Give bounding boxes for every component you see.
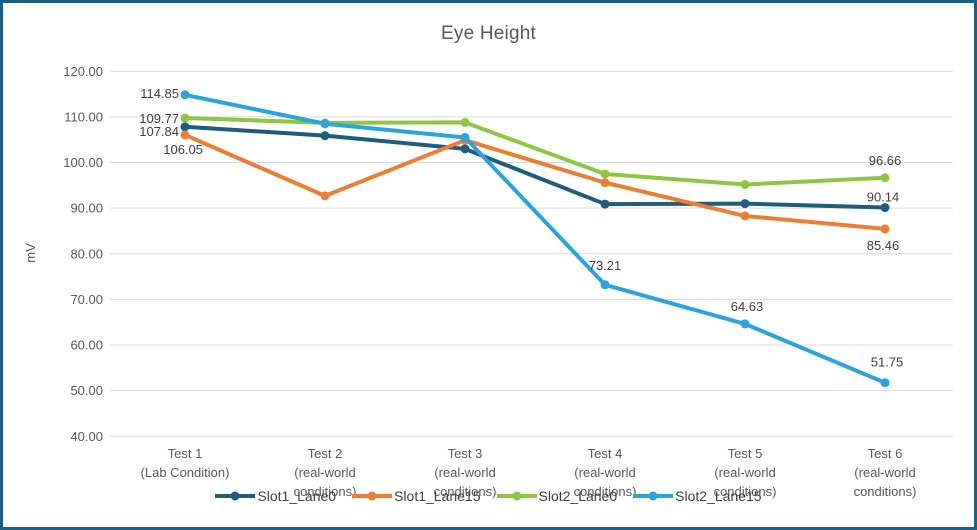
data-point-Slot1_Lane15	[880, 224, 890, 234]
data-label: 51.75	[871, 355, 904, 370]
data-point-Slot2_Lane15	[740, 319, 750, 329]
data-point-Slot2_Lane0	[460, 117, 470, 127]
data-label: 96.66	[869, 153, 902, 168]
line-chart-plot-area: 120.00 110.00 100.00 90.00 80.00 70.00 60.00 50…	[63, 64, 953, 444]
x-category-label: Test 6 (real-world conditions)	[853, 446, 917, 499]
data-point-Slot2_Lane0	[600, 169, 610, 179]
data-point-Slot1_Lane0	[460, 144, 470, 154]
data-label: 73.21	[589, 258, 622, 273]
data-point-Slot1_Lane15	[740, 211, 750, 221]
x-category-label: Test 2 (real-world conditions)	[293, 446, 357, 499]
data-point-Slot1_Lane0	[180, 122, 190, 132]
legend-item-Slot1_Lane0: Slot1_Lane0	[215, 488, 336, 504]
data-point-Slot2_Lane15	[880, 378, 890, 388]
y-tick-label: 120.00	[63, 64, 103, 79]
chart-title: Eye Height	[441, 23, 536, 44]
legend-item-Slot2_Lane15: Slot2_Lane15	[633, 488, 762, 504]
legend-line-marker-icon	[215, 491, 256, 501]
legend-item-Slot2_Lane0: Slot2_Lane0	[496, 488, 618, 504]
data-label: 114.85	[140, 86, 179, 101]
data-point-Slot1_Lane0	[740, 199, 750, 209]
data-label: 106.05	[163, 142, 203, 157]
y-tick-label: 50.00	[70, 383, 103, 398]
legend-line-marker-icon	[352, 491, 393, 501]
data-point-Slot1_Lane0	[880, 203, 890, 213]
data-point-Slot1_Lane15	[180, 130, 190, 140]
legend-label: Slot2_Lane0	[538, 488, 618, 504]
data-point-Slot2_Lane15	[320, 119, 330, 129]
data-point-Slot2_Lane0	[740, 179, 750, 189]
data-label: 107.84	[139, 124, 179, 139]
legend-item-Slot1_Lane15: Slot1_Lane15	[352, 488, 481, 504]
data-point-Slot2_Lane15	[600, 280, 610, 290]
series-line-Slot1_Lane15	[183, 132, 887, 231]
data-point-Slot1_Lane15	[600, 178, 610, 188]
x-category-label: Test 1 (Lab Condition)	[140, 446, 230, 480]
x-category-label: Test 5 (real-world conditions)	[713, 446, 777, 499]
legend-label: Slot2_Lane15	[675, 488, 762, 504]
series-line-Slot1_Lane0	[183, 124, 887, 210]
y-tick-label: 100.00	[63, 155, 103, 170]
data-point-Slot2_Lane0	[880, 173, 890, 183]
x-category-label: Test 3 (real-world conditions)	[433, 446, 497, 499]
data-point-Slot1_Lane0	[600, 199, 610, 209]
chart-legend: Slot1_Lane0 Slot1_Lane15 Slot2_Lane0 Slot2_…	[3, 488, 974, 504]
legend-label: Slot1_Lane0	[257, 488, 337, 504]
data-point-Slot2_Lane0	[180, 113, 190, 123]
data-point-Slot1_Lane15	[320, 191, 330, 201]
y-tick-label: 40.00	[70, 429, 103, 444]
series-line-Slot2_Lane0	[183, 115, 887, 187]
x-category-label: Test 4 (real-world conditions)	[573, 446, 637, 499]
legend-line-marker-icon	[496, 491, 537, 501]
data-label: 85.46	[867, 238, 900, 253]
y-tick-label: 60.00	[70, 338, 103, 353]
y-tick-label: 110.00	[64, 109, 103, 124]
y-tick-label: 70.00	[70, 292, 103, 307]
legend-line-marker-icon	[633, 491, 674, 501]
data-label: 90.14	[867, 190, 900, 205]
data-point-Slot1_Lane0	[320, 131, 330, 141]
series-line-Slot2_Lane15	[183, 92, 887, 385]
y-tick-label: 90.00	[70, 201, 103, 216]
data-label: 109.77	[139, 111, 179, 126]
data-point-Slot2_Lane15	[460, 132, 470, 142]
y-tick-label: 80.00	[70, 246, 103, 261]
legend-label: Slot1_Lane15	[394, 488, 481, 504]
data-label: 64.63	[731, 299, 764, 314]
data-point-Slot2_Lane15	[180, 90, 190, 100]
